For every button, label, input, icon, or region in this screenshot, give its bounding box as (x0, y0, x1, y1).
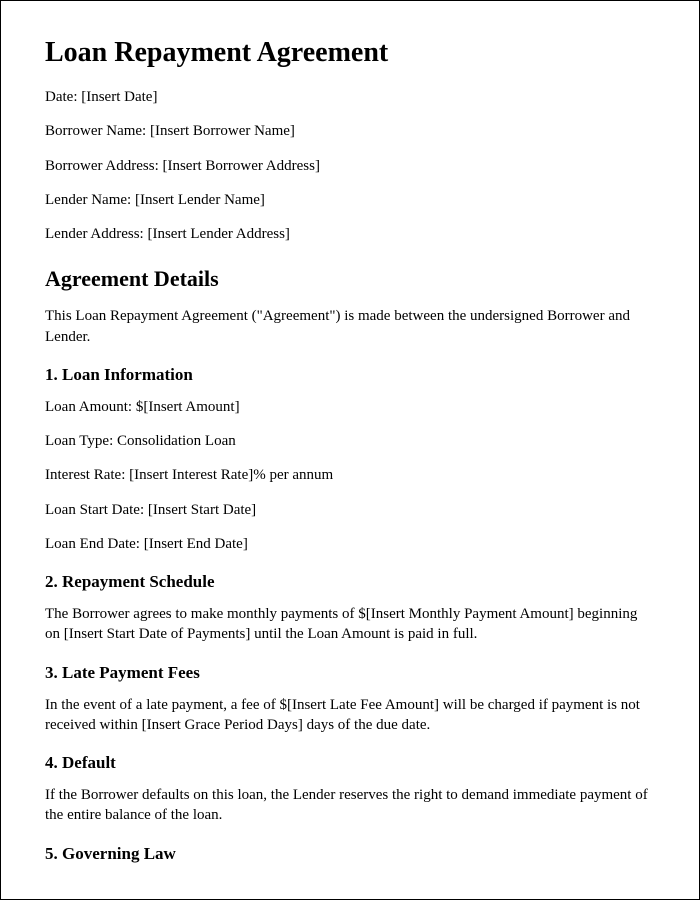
heading-repayment-schedule: 2. Repayment Schedule (45, 572, 655, 592)
field-loan-end-date: Loan End Date: [Insert End Date] (45, 534, 655, 554)
heading-loan-information: 1. Loan Information (45, 365, 655, 385)
field-interest-rate: Interest Rate: [Insert Interest Rate]% p… (45, 465, 655, 485)
late-payment-body: In the event of a late payment, a fee of… (45, 695, 655, 736)
field-borrower-name: Borrower Name: [Insert Borrower Name] (45, 121, 655, 141)
heading-default: 4. Default (45, 753, 655, 773)
heading-governing-law: 5. Governing Law (45, 844, 655, 864)
field-loan-type: Loan Type: Consolidation Loan (45, 431, 655, 451)
agreement-intro: This Loan Repayment Agreement ("Agreemen… (45, 306, 655, 347)
document-title: Loan Repayment Agreement (45, 37, 655, 69)
heading-late-payment-fees: 3. Late Payment Fees (45, 663, 655, 683)
heading-agreement-details: Agreement Details (45, 266, 655, 292)
field-borrower-address: Borrower Address: [Insert Borrower Addre… (45, 156, 655, 176)
field-lender-name: Lender Name: [Insert Lender Name] (45, 190, 655, 210)
field-lender-address: Lender Address: [Insert Lender Address] (45, 224, 655, 244)
field-loan-start-date: Loan Start Date: [Insert Start Date] (45, 500, 655, 520)
field-loan-amount: Loan Amount: $[Insert Amount] (45, 397, 655, 417)
document-page: Loan Repayment Agreement Date: [Insert D… (0, 0, 700, 900)
repayment-schedule-body: The Borrower agrees to make monthly paym… (45, 604, 655, 645)
default-body: If the Borrower defaults on this loan, t… (45, 785, 655, 826)
field-date: Date: [Insert Date] (45, 87, 655, 107)
